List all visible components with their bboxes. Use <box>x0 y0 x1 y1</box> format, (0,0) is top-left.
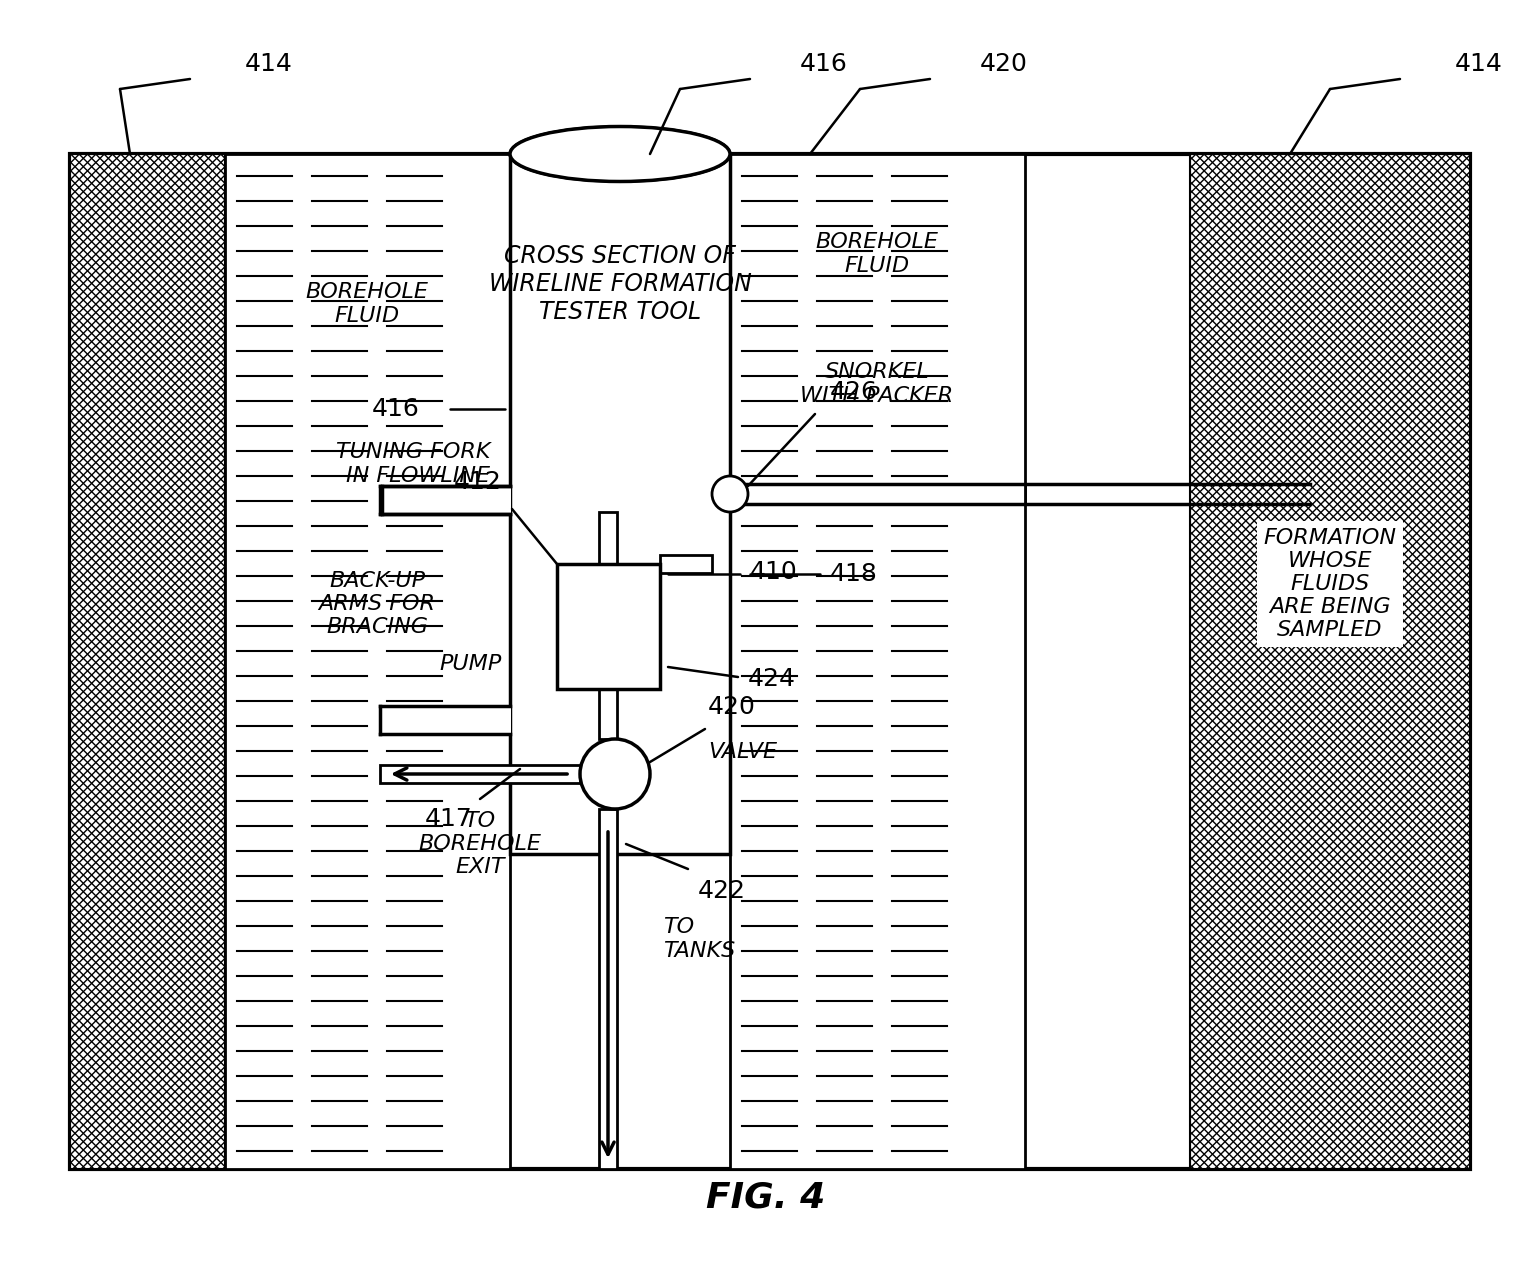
Bar <box>731 154 1025 1168</box>
Text: FIG. 4: FIG. 4 <box>706 1180 826 1213</box>
Bar <box>380 765 581 783</box>
Text: TO
BOREHOLE
EXIT: TO BOREHOLE EXIT <box>418 810 541 877</box>
Bar <box>70 154 225 1168</box>
Text: CROSS SECTION OF
WIRELINE FORMATION
TESTER TOOL: CROSS SECTION OF WIRELINE FORMATION TEST… <box>489 244 751 324</box>
Bar <box>1190 154 1471 1168</box>
Text: 420: 420 <box>980 51 1028 76</box>
Circle shape <box>712 476 748 512</box>
Text: TUNING FORK
IN FLOWLINE: TUNING FORK IN FLOWLINE <box>336 443 490 485</box>
Circle shape <box>581 740 650 809</box>
Text: 417: 417 <box>424 808 472 831</box>
Bar <box>225 154 510 1168</box>
Bar <box>599 690 617 740</box>
Bar <box>558 564 660 690</box>
Bar <box>380 487 512 514</box>
Text: SNORKEL
WITH PACKER: SNORKEL WITH PACKER <box>800 362 953 406</box>
Bar <box>70 154 225 1168</box>
Text: 418: 418 <box>830 562 878 586</box>
Text: 420: 420 <box>708 695 755 719</box>
Bar <box>510 154 731 854</box>
Bar <box>380 706 512 734</box>
Bar <box>660 555 712 573</box>
Bar <box>731 484 1025 505</box>
Bar <box>599 512 617 564</box>
Text: 414: 414 <box>1455 51 1503 76</box>
Text: BACK-UP
ARMS FOR
BRACING: BACK-UP ARMS FOR BRACING <box>319 571 435 637</box>
Text: 424: 424 <box>748 666 797 691</box>
Text: 414: 414 <box>245 51 293 76</box>
Text: 416: 416 <box>372 397 420 421</box>
Text: 422: 422 <box>699 880 746 903</box>
Text: 426: 426 <box>830 380 878 404</box>
Bar <box>599 809 617 1168</box>
Text: VALVE: VALVE <box>708 742 777 761</box>
Text: TO
TANKS: TO TANKS <box>663 917 735 960</box>
Text: FORMATION
WHOSE
FLUIDS
ARE BEING
SAMPLED: FORMATION WHOSE FLUIDS ARE BEING SAMPLED <box>1264 528 1397 641</box>
Ellipse shape <box>510 127 731 181</box>
Text: 416: 416 <box>800 51 847 76</box>
Text: BOREHOLE
FLUID: BOREHOLE FLUID <box>815 232 939 276</box>
Ellipse shape <box>510 127 731 181</box>
Text: PUMP: PUMP <box>440 654 502 674</box>
Text: 412: 412 <box>453 470 502 494</box>
Text: BOREHOLE
FLUID: BOREHOLE FLUID <box>305 282 429 326</box>
Bar <box>70 154 1471 1168</box>
Text: 410: 410 <box>751 560 798 584</box>
Bar <box>642 639 660 690</box>
Bar <box>1190 154 1471 1168</box>
